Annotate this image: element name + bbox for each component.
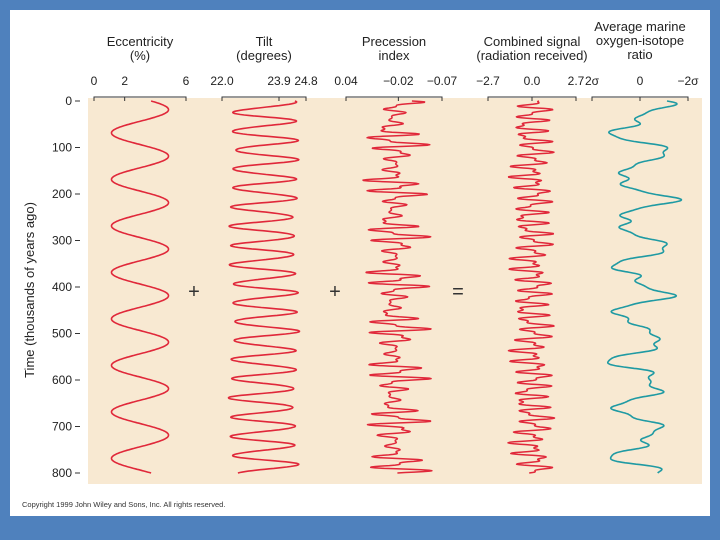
tilt-x-tick-label: 22.0 <box>210 74 234 88</box>
isotope-x-tick-label: 0 <box>637 74 644 88</box>
tilt-x-axis-line <box>221 96 307 101</box>
precession-x-axis-line <box>345 96 443 101</box>
y-tick-label: 0 <box>65 94 72 108</box>
panel-headers: Eccentricity(%) Tilt(degrees) Precessionin… <box>107 19 686 63</box>
operator-symbol: + <box>188 281 200 303</box>
y-tick-label: 800 <box>52 466 72 480</box>
eccentricity-x-tick-label: 6 <box>183 74 190 88</box>
y-tick-label: 500 <box>52 327 72 341</box>
y-axis: 0 100 200 300 400 500 600 700 800 <box>52 94 80 480</box>
eccentricity-header-line: Eccentricity <box>107 34 174 49</box>
eccentricity-series-line <box>110 100 170 474</box>
precession-x-tick-label: −0.02 <box>383 74 414 88</box>
copyright-notice: Copyright 1999 John Wiley and Sons, Inc.… <box>22 500 225 509</box>
combined-x-tick-label: 2.7 <box>568 74 585 88</box>
isotope-series-line <box>607 100 683 474</box>
precession-header-line: Precession <box>362 34 426 49</box>
combined-x-tick-label: −2.7 <box>476 74 500 88</box>
series-lines <box>110 100 683 474</box>
y-axis-label: Time (thousands of years ago) <box>22 202 37 378</box>
plot-area-background <box>88 98 702 484</box>
tilt-header-line: Tilt <box>256 34 273 49</box>
precession-header-line: index <box>378 48 410 63</box>
tilt-header-line: (degrees) <box>236 48 292 63</box>
combined-header-line: (radiation received) <box>476 48 587 63</box>
panel-x-axes: 0 2 6 22.0 23.9 24.8 0.04 −0.02 −0.07 −2.7 0.0 2.7 2… <box>91 74 699 101</box>
isotope-header-line: ratio <box>627 47 652 62</box>
combined-header-line: Combined signal <box>484 34 581 49</box>
eccentricity-x-axis-line <box>93 96 187 101</box>
isotope-x-tick-label: −2σ <box>677 74 699 88</box>
precession-series-line <box>362 100 433 474</box>
milankovitch-chart: Eccentricity(%) Tilt(degrees) Precessionin… <box>22 19 702 509</box>
tilt-series-line <box>227 100 301 474</box>
milankovitch-figure: Eccentricity (%) Tilt (degrees) Precession in… <box>10 10 710 516</box>
precession-x-tick-label: −0.07 <box>427 74 458 88</box>
tilt-x-tick-label: 23.9 <box>267 74 291 88</box>
isotope-header-line: oxygen-isotope <box>596 33 684 48</box>
y-tick-label: 200 <box>52 187 72 201</box>
y-tick-label: 700 <box>52 420 72 434</box>
eccentricity-header-line: (%) <box>130 48 150 63</box>
operator-symbol: + <box>329 281 341 303</box>
y-tick-label: 100 <box>52 141 72 155</box>
isotope-x-tick-label: 2σ <box>585 74 600 88</box>
operator-symbol: = <box>452 281 464 303</box>
combined-series-line <box>507 100 556 474</box>
operators: + + = <box>188 281 464 303</box>
tilt-x-tick-label: 24.8 <box>294 74 318 88</box>
eccentricity-x-tick-label: 0 <box>91 74 98 88</box>
y-tick-label: 300 <box>52 234 72 248</box>
y-tick-label: 600 <box>52 373 72 387</box>
y-tick-label: 400 <box>52 280 72 294</box>
eccentricity-x-tick-label: 2 <box>121 74 128 88</box>
combined-x-tick-label: 0.0 <box>524 74 541 88</box>
precession-x-tick-label: 0.04 <box>334 74 358 88</box>
isotope-header-line: Average marine <box>594 19 686 34</box>
